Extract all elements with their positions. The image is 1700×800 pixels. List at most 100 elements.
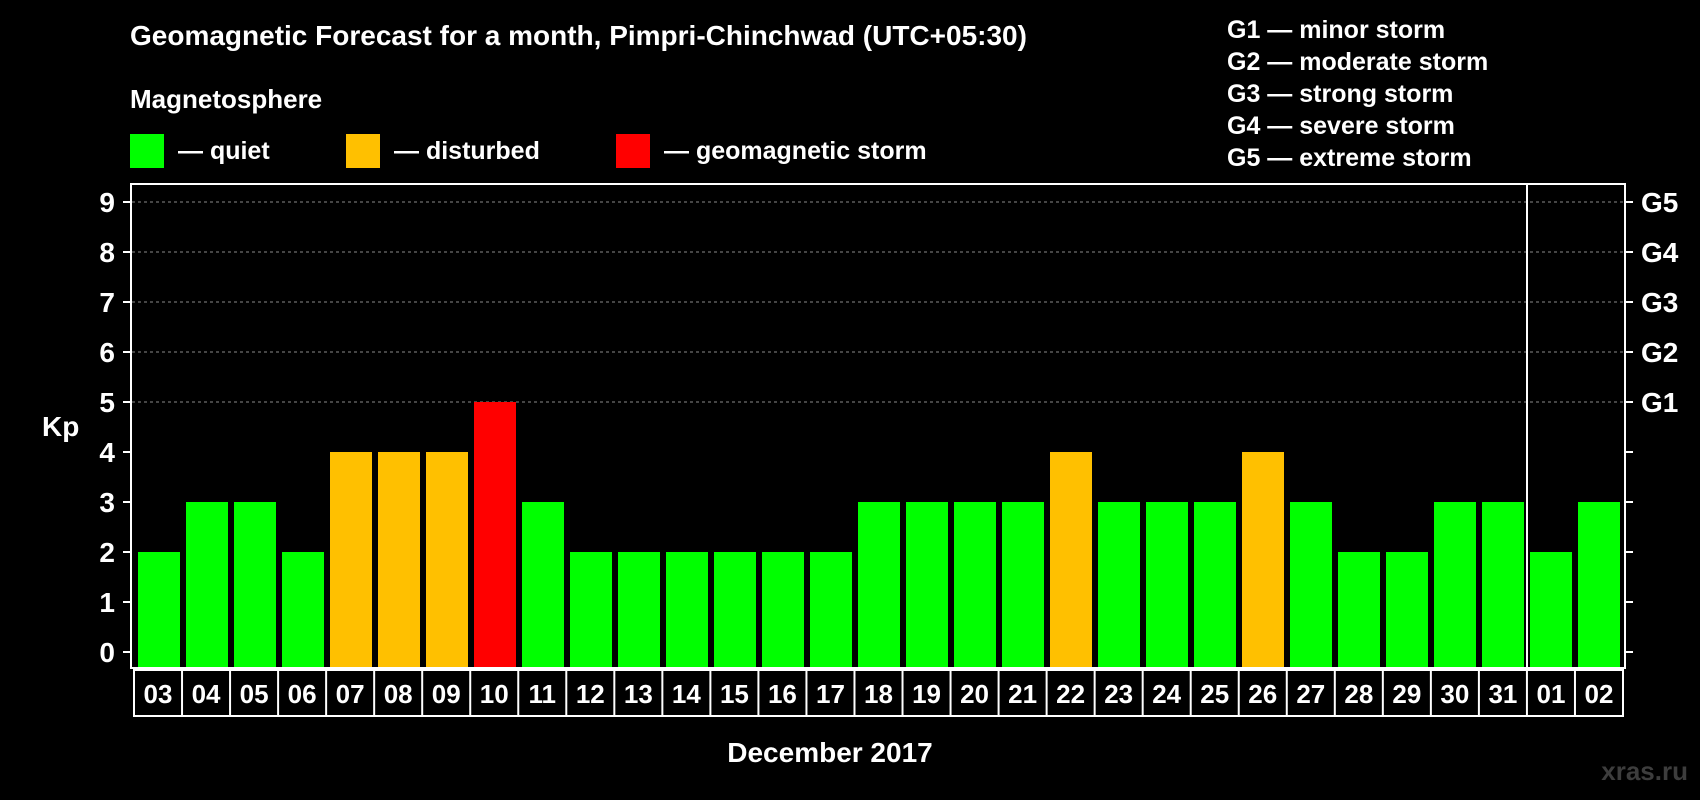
bar-04 — [186, 502, 228, 668]
bar-14 — [666, 552, 708, 668]
x-tick-label-05: 05 — [240, 679, 269, 709]
x-tick-label-15: 15 — [720, 679, 749, 709]
y-tick-label-5: 5 — [99, 387, 115, 418]
x-tick-label-17: 17 — [816, 679, 845, 709]
g-scale-label-g2: G2 — [1641, 337, 1678, 368]
x-tick-label-21: 21 — [1008, 679, 1037, 709]
bar-11 — [522, 502, 564, 668]
x-tick-label-24: 24 — [1152, 679, 1181, 709]
bar-31 — [1482, 502, 1524, 668]
chart-title: Geomagnetic Forecast for a month, Pimpri… — [130, 20, 1027, 51]
y-tick-label-4: 4 — [99, 437, 115, 468]
legend-disturbed: — disturbed — [346, 134, 540, 168]
x-tick-label-22: 22 — [1056, 679, 1085, 709]
bar-05 — [234, 502, 276, 668]
bar-02 — [1578, 502, 1620, 668]
bar-06 — [282, 552, 324, 668]
bar-09 — [426, 452, 468, 668]
bar-15 — [714, 552, 756, 668]
x-tick-label-04: 04 — [192, 679, 221, 709]
x-tick-label-31: 31 — [1488, 679, 1517, 709]
legend-quiet-swatch — [130, 134, 164, 168]
y-tick-label-3: 3 — [99, 487, 115, 518]
legend-storm-label: — geomagnetic storm — [664, 136, 927, 165]
bar-23 — [1098, 502, 1140, 668]
bar-18 — [858, 502, 900, 668]
x-tick-label-30: 30 — [1440, 679, 1469, 709]
x-tick-label-09: 09 — [432, 679, 461, 709]
x-tick-label-02: 02 — [1585, 679, 1614, 709]
legend-quiet-label: — quiet — [178, 136, 270, 165]
x-tick-label-23: 23 — [1104, 679, 1133, 709]
bar-20 — [954, 502, 996, 668]
y-tick-label-2: 2 — [99, 537, 115, 568]
x-axis-label: December 2017 — [727, 737, 933, 768]
x-tick-label-03: 03 — [144, 679, 173, 709]
x-tick-label-07: 07 — [336, 679, 365, 709]
x-tick-label-13: 13 — [624, 679, 653, 709]
x-axis-box — [133, 669, 1624, 717]
magnetosphere-heading: Magnetosphere — [130, 84, 323, 114]
bar-19 — [906, 502, 948, 668]
x-tick-label-25: 25 — [1200, 679, 1229, 709]
storm-scale-g1: G1 — minor storm — [1227, 16, 1446, 44]
legend-storm: — geomagnetic storm — [616, 134, 927, 168]
y-tick-label-9: 9 — [99, 187, 115, 218]
bar-27 — [1290, 502, 1332, 668]
storm-scale-legend: G1 — minor storm G2 — moderate storm G3 … — [1227, 14, 1488, 174]
x-tick-label-29: 29 — [1392, 679, 1421, 709]
y-tick-label-6: 6 — [99, 337, 115, 368]
x-tick-label-19: 19 — [912, 679, 941, 709]
bar-10 — [474, 402, 516, 668]
bar-08 — [378, 452, 420, 668]
bar-12 — [570, 552, 612, 668]
x-tick-label-18: 18 — [864, 679, 893, 709]
x-tick-label-14: 14 — [672, 679, 701, 709]
x-tick-label-12: 12 — [576, 679, 605, 709]
bar-03 — [138, 552, 180, 668]
storm-scale-g4: G4 — severe storm — [1227, 112, 1455, 140]
bar-21 — [1002, 502, 1044, 668]
y-tick-label-0: 0 — [99, 637, 115, 668]
bar-24 — [1146, 502, 1188, 668]
x-tick-label-28: 28 — [1344, 679, 1373, 709]
bar-22 — [1050, 452, 1092, 668]
x-tick-label-01: 01 — [1536, 679, 1565, 709]
x-tick-label-06: 06 — [288, 679, 317, 709]
g-scale-label-g1: G1 — [1641, 387, 1678, 418]
bar-28 — [1338, 552, 1380, 668]
g-scale-label-g3: G3 — [1641, 287, 1678, 318]
bar-13 — [618, 552, 660, 668]
y-tick-label-7: 7 — [99, 287, 115, 318]
g-scale-label-g5: G5 — [1641, 187, 1678, 218]
x-tick-label-27: 27 — [1296, 679, 1325, 709]
legend-disturbed-swatch — [346, 134, 380, 168]
y-tick-label-1: 1 — [99, 587, 115, 618]
bar-07 — [330, 452, 372, 668]
x-tick-label-08: 08 — [384, 679, 413, 709]
bar-16 — [762, 552, 804, 668]
x-tick-label-26: 26 — [1248, 679, 1277, 709]
x-tick-label-20: 20 — [960, 679, 989, 709]
x-tick-label-11: 11 — [529, 679, 557, 709]
legend-disturbed-label: — disturbed — [394, 136, 540, 165]
bar-17 — [810, 552, 852, 668]
legend-storm-swatch — [616, 134, 650, 168]
bar-26 — [1242, 452, 1284, 668]
y-axis-label: Kp — [42, 411, 80, 442]
g-scale-label-g4: G4 — [1641, 237, 1679, 268]
storm-scale-g5: G5 — extreme storm — [1227, 144, 1472, 172]
storm-scale-g3: G3 — strong storm — [1227, 80, 1454, 108]
bar-01 — [1530, 552, 1572, 668]
watermark: xras.ru — [1601, 756, 1688, 786]
bar-30 — [1434, 502, 1476, 668]
storm-scale-g2: G2 — moderate storm — [1227, 48, 1489, 76]
x-tick-label-16: 16 — [768, 679, 797, 709]
x-tick-label-10: 10 — [480, 679, 509, 709]
legend-quiet: — quiet — [130, 134, 270, 168]
y-tick-label-8: 8 — [99, 237, 115, 268]
plot-frame — [130, 183, 1626, 669]
bar-29 — [1386, 552, 1428, 668]
bar-25 — [1194, 502, 1236, 668]
